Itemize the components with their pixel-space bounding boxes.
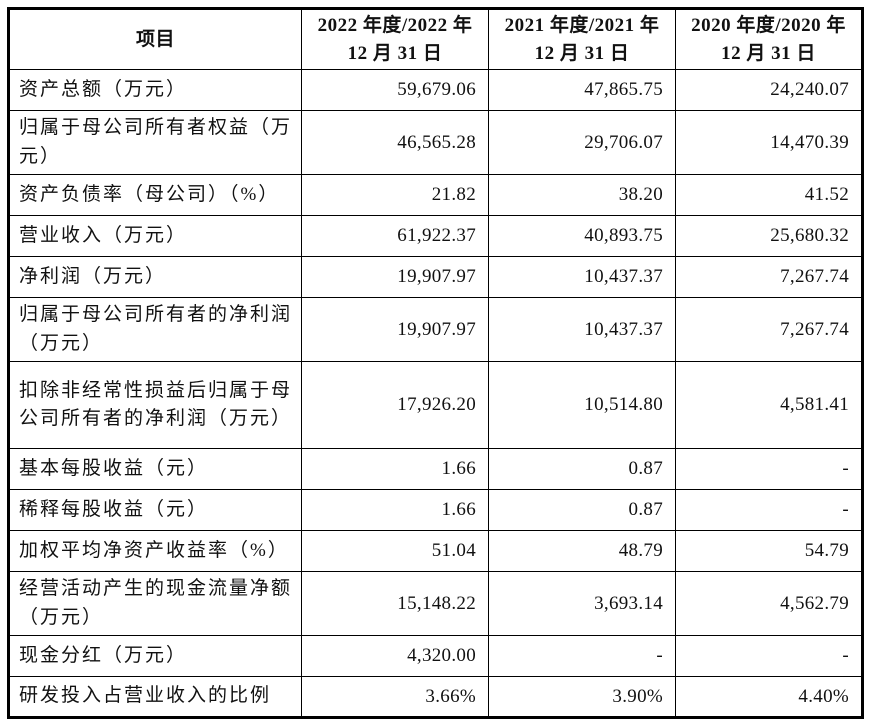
row-label: 资产总额（万元）: [8, 69, 302, 112]
row-label: 经营活动产生的现金流量净额（万元）: [8, 571, 302, 637]
table-header-row: 项目 2022 年度/2022 年 12 月 31 日 2021 年度/2021…: [8, 7, 863, 71]
row-label: 净利润（万元）: [8, 256, 302, 299]
cell-value: -: [675, 448, 863, 491]
period-2021-line1: 2021 年度/2021 年: [504, 15, 660, 36]
cell-value: 59,679.06: [301, 69, 489, 112]
row-label: 扣除非经常性损益后归属于母公司所有者的净利润（万元）: [8, 361, 302, 450]
table-row-debt-ratio: 资产负债率（母公司）（%） 21.82 38.20 41.52: [8, 174, 863, 217]
cell-value: 3.90%: [488, 676, 676, 719]
cell-value: 4,320.00: [301, 635, 489, 678]
cell-value: 10,437.37: [488, 297, 676, 363]
cell-value: 61,922.37: [301, 215, 489, 258]
column-header-period-2020: 2020 年度/2020 年 12 月 31 日: [675, 7, 863, 71]
cell-value: 19,907.97: [301, 297, 489, 363]
row-label: 归属于母公司所有者的净利润（万元）: [8, 297, 302, 363]
table-row-total-assets: 资产总额（万元） 59,679.06 47,865.75 24,240.07: [8, 69, 863, 112]
cell-value: 51.04: [301, 530, 489, 573]
cell-value: 29,706.07: [488, 110, 676, 176]
period-2020-line2: 12 月 31 日: [721, 42, 816, 64]
cell-value: 1.66: [301, 448, 489, 491]
table-row-basic-eps: 基本每股收益（元） 1.66 0.87 -: [8, 448, 863, 491]
cell-value: 14,470.39: [675, 110, 863, 176]
table-row-net-profit: 净利润（万元） 19,907.97 10,437.37 7,267.74: [8, 256, 863, 299]
cell-value: 7,267.74: [675, 256, 863, 299]
cell-value: 10,437.37: [488, 256, 676, 299]
cell-value: 4,581.41: [675, 361, 863, 450]
cell-value: 7,267.74: [675, 297, 863, 363]
table-row-diluted-eps: 稀释每股收益（元） 1.66 0.87 -: [8, 489, 863, 532]
period-2020-line1: 2020 年度/2020 年: [691, 15, 846, 36]
table-row-revenue: 营业收入（万元） 61,922.37 40,893.75 25,680.32: [8, 215, 863, 258]
cell-value: 24,240.07: [675, 69, 863, 112]
row-label: 现金分红（万元）: [8, 635, 302, 678]
cell-value: 4.40%: [675, 676, 863, 719]
column-header-period-2021: 2021 年度/2021 年 12 月 31 日: [488, 7, 676, 71]
row-label: 归属于母公司所有者权益（万元）: [8, 110, 302, 176]
cell-value: 1.66: [301, 489, 489, 532]
table-row-deducted-net-profit: 扣除非经常性损益后归属于母公司所有者的净利润（万元） 17,926.20 10,…: [8, 361, 863, 450]
cell-value: 38.20: [488, 174, 676, 217]
cell-value: 17,926.20: [301, 361, 489, 450]
table-row-cash-dividend: 现金分红（万元） 4,320.00 - -: [8, 635, 863, 678]
period-2021-line2: 12 月 31 日: [534, 42, 630, 64]
table-row-parent-net-profit: 归属于母公司所有者的净利润（万元） 19,907.97 10,437.37 7,…: [8, 297, 863, 363]
row-label: 稀释每股收益（元）: [8, 489, 302, 532]
cell-value: 48.79: [488, 530, 676, 573]
cell-value: 46,565.28: [301, 110, 489, 176]
cell-value: 3.66%: [301, 676, 489, 719]
row-label: 营业收入（万元）: [8, 215, 302, 258]
cell-value: -: [675, 635, 863, 678]
cell-value: 3,693.14: [488, 571, 676, 637]
cell-value: 41.52: [675, 174, 863, 217]
column-header-period-2022: 2022 年度/2022 年 12 月 31 日: [301, 7, 489, 71]
table-row-weighted-roe: 加权平均净资产收益率（%） 51.04 48.79 54.79: [8, 530, 863, 573]
cell-value: 15,148.22: [301, 571, 489, 637]
cell-value: 25,680.32: [675, 215, 863, 258]
cell-value: 0.87: [488, 448, 676, 491]
cell-value: 19,907.97: [301, 256, 489, 299]
row-label: 资产负债率（母公司）（%）: [8, 174, 302, 217]
row-label: 研发投入占营业收入的比例: [8, 676, 302, 719]
cell-value: 40,893.75: [488, 215, 676, 258]
period-2022-line2: 12 月 31 日: [347, 42, 443, 64]
column-header-item: 项目: [8, 7, 302, 71]
cell-value: -: [675, 489, 863, 532]
financial-summary-table: 项目 2022 年度/2022 年 12 月 31 日 2021 年度/2021…: [7, 7, 864, 719]
cell-value: -: [488, 635, 676, 678]
table-row-parent-equity: 归属于母公司所有者权益（万元） 46,565.28 29,706.07 14,4…: [8, 110, 863, 176]
cell-value: 21.82: [301, 174, 489, 217]
cell-value: 54.79: [675, 530, 863, 573]
cell-value: 4,562.79: [675, 571, 863, 637]
period-2022-line1: 2022 年度/2022 年: [317, 15, 473, 36]
cell-value: 10,514.80: [488, 361, 676, 450]
table-row-operating-cash-flow: 经营活动产生的现金流量净额（万元） 15,148.22 3,693.14 4,5…: [8, 571, 863, 637]
cell-value: 47,865.75: [488, 69, 676, 112]
cell-value: 0.87: [488, 489, 676, 532]
row-label: 加权平均净资产收益率（%）: [8, 530, 302, 573]
table-row-rd-ratio: 研发投入占营业收入的比例 3.66% 3.90% 4.40%: [8, 676, 863, 719]
row-label: 基本每股收益（元）: [8, 448, 302, 491]
